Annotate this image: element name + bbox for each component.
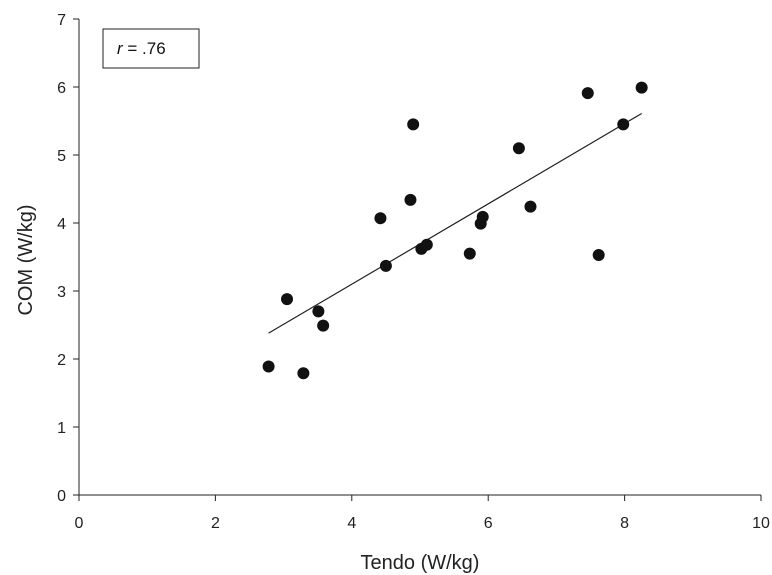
data-point xyxy=(524,200,537,213)
axes xyxy=(78,19,761,496)
data-point xyxy=(581,87,594,100)
data-point xyxy=(312,305,325,318)
correlation-annotation: r = .76 xyxy=(102,28,200,69)
data-point xyxy=(317,319,330,332)
y-tick-label: 7 xyxy=(57,12,66,29)
x-tick-label: 6 xyxy=(484,515,493,532)
data-point xyxy=(374,212,387,225)
data-point xyxy=(463,247,476,260)
annotation-box xyxy=(102,28,200,69)
annotation-text: r = .76 xyxy=(117,39,166,58)
data-point xyxy=(281,293,294,306)
data-point xyxy=(476,210,489,223)
data-point xyxy=(592,248,605,261)
data-point xyxy=(617,118,630,131)
data-point xyxy=(297,367,310,380)
y-axis-title: COM (W/kg) xyxy=(15,204,37,315)
y-tick-label: 5 xyxy=(57,148,66,165)
regression-line xyxy=(268,113,642,334)
y-tick-label: 4 xyxy=(57,216,66,233)
data-point xyxy=(420,238,433,251)
x-tick-label: 0 xyxy=(75,515,84,532)
y-tick-labels: 0 1 2 3 4 5 6 7 xyxy=(57,12,66,505)
x-tick-label: 10 xyxy=(752,515,770,532)
x-tick-label: 8 xyxy=(620,515,629,532)
r-value: = .76 xyxy=(123,39,166,58)
x-tick-label: 4 xyxy=(347,515,356,532)
tick-marks xyxy=(73,18,762,501)
y-tick-label: 6 xyxy=(57,80,66,97)
data-point xyxy=(379,259,392,272)
y-tick-label: 0 xyxy=(57,488,66,505)
data-point xyxy=(404,193,417,206)
data-point xyxy=(635,81,648,94)
data-point xyxy=(407,118,420,131)
data-point xyxy=(262,360,275,373)
data-points xyxy=(262,81,648,380)
x-tick-labels: 0 2 4 6 8 10 xyxy=(75,515,770,532)
x-axis-title: Tendo (W/kg) xyxy=(361,552,480,574)
y-tick-label: 2 xyxy=(57,352,66,369)
r-symbol: r xyxy=(117,39,124,58)
y-tick-label: 3 xyxy=(57,284,66,301)
y-tick-label: 1 xyxy=(57,420,66,437)
x-tick-label: 2 xyxy=(211,515,220,532)
data-point xyxy=(512,142,525,155)
